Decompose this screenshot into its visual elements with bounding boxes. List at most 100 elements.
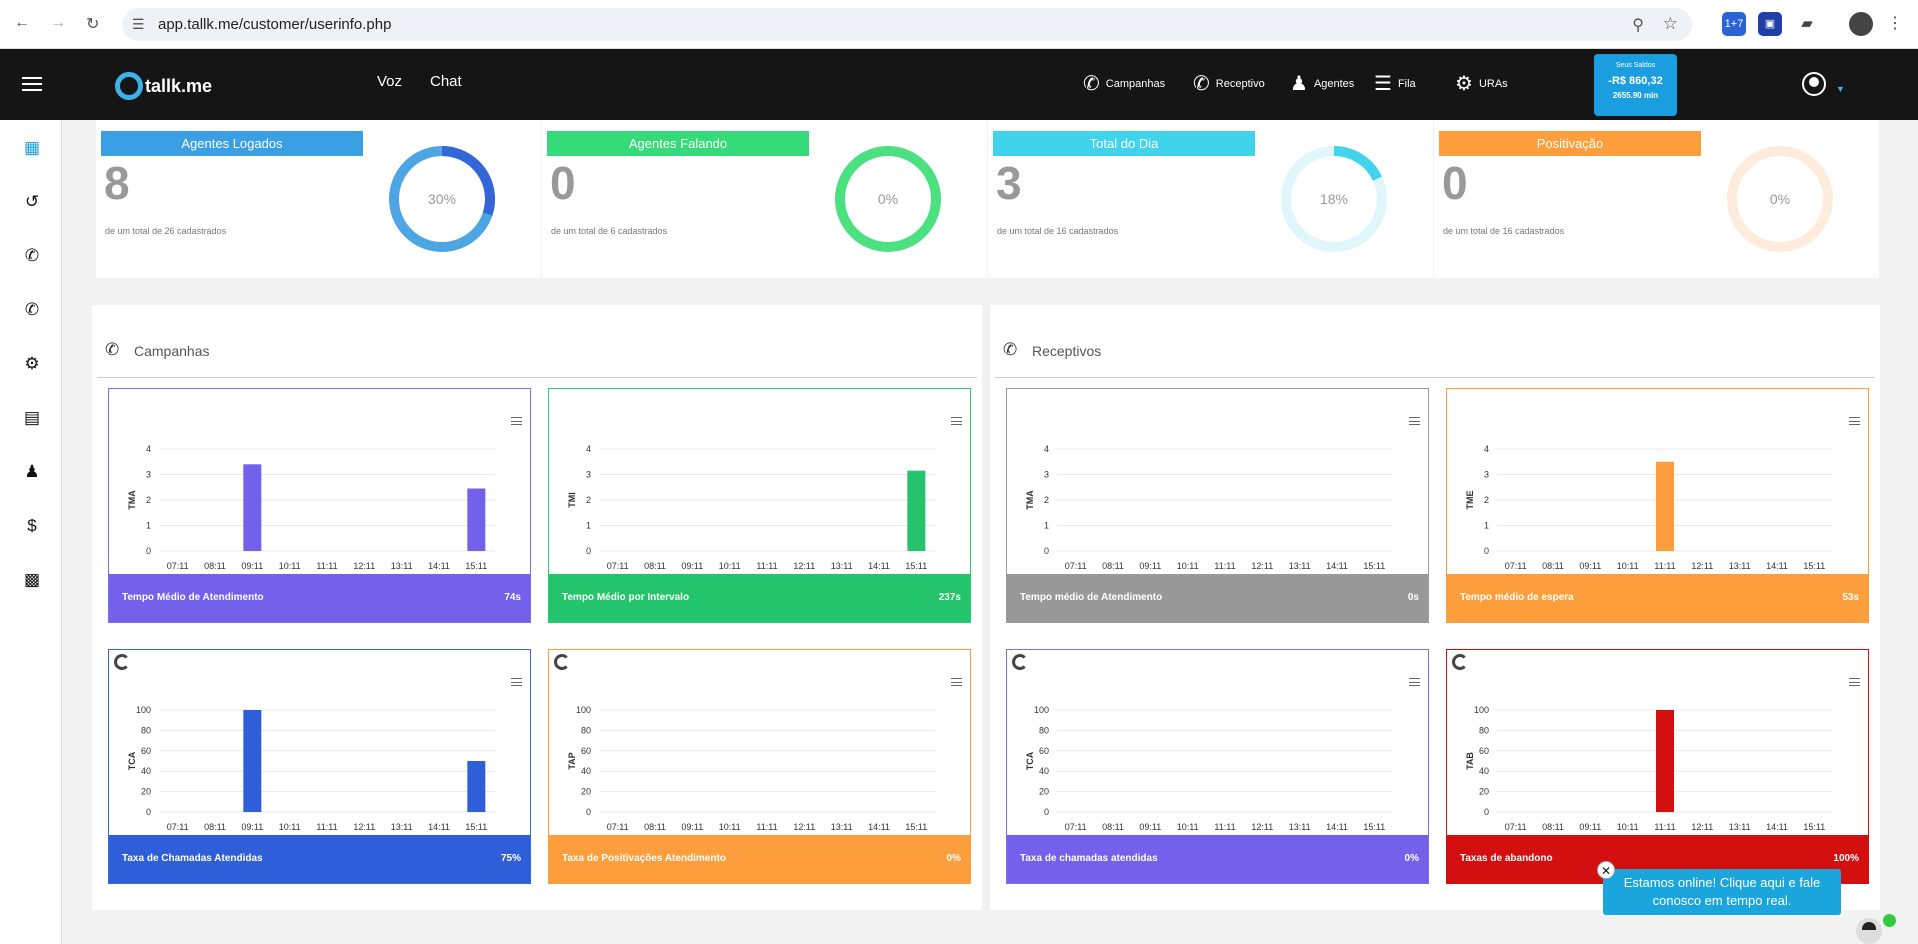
y-tick-label: 40	[1039, 766, 1049, 776]
chat-close-icon[interactable]: ✕	[1597, 861, 1615, 879]
menu-fila[interactable]: ☰ Fila	[1374, 73, 1416, 95]
x-tick-label: 13:11	[1289, 561, 1311, 571]
y-tick-label: 0	[1484, 546, 1489, 556]
x-tick-label: 09:11	[681, 822, 703, 832]
chart-footer-label: Tempo médio de Atendimento	[1020, 592, 1163, 603]
refresh-icon[interactable]	[114, 654, 130, 670]
x-tick-label: 09:11	[241, 561, 263, 571]
y-tick-label: 20	[1479, 787, 1489, 797]
sidebar-gear-icon[interactable]: ⚙	[24, 354, 40, 373]
x-tick-label: 11:11	[316, 822, 337, 832]
chart-menu-icon[interactable]	[511, 678, 522, 686]
sidebar-clipboard-icon[interactable]: ▤	[23, 408, 41, 427]
x-tick-label: 08:11	[204, 822, 226, 832]
sidebar: ▦ ↺ ✆ ✆ ⚙ ▤ ♟ $ ▩	[0, 120, 62, 944]
y-tick-label: 0	[586, 546, 591, 556]
user-account-icon[interactable]: ▼	[1802, 72, 1845, 96]
x-tick-label: 15:11	[905, 822, 927, 832]
chart-footer-value: 0s	[1407, 592, 1419, 603]
chart-menu-icon[interactable]	[511, 417, 522, 425]
chart-menu-icon[interactable]	[951, 678, 962, 686]
y-tick-label: 2	[146, 495, 151, 505]
chat-widget-bubble[interactable]: Estamos online! Clique aqui e fale conos…	[1603, 869, 1841, 915]
hamburger-menu-icon[interactable]	[22, 77, 42, 91]
bar[interactable]	[467, 488, 486, 551]
menu-agentes[interactable]: ♟ Agentes	[1290, 73, 1355, 95]
extension-badge-icon[interactable]: 1+7	[1722, 12, 1746, 36]
extensions-puzzle-icon[interactable]: ▰	[1795, 12, 1819, 36]
y-tick-label: 80	[141, 725, 151, 735]
chart-menu-icon[interactable]	[1409, 678, 1420, 686]
sidebar-report-icon[interactable]: ▩	[23, 570, 41, 589]
bar[interactable]	[1656, 710, 1674, 812]
refresh-icon[interactable]	[1452, 654, 1468, 670]
y-tick-label: 40	[581, 766, 591, 776]
bookmark-star-icon[interactable]: ☆	[1662, 14, 1678, 33]
extension-icon[interactable]: ▣	[1758, 12, 1782, 36]
chart-menu-icon[interactable]	[1849, 417, 1860, 425]
panel-header: ✆ Receptivos	[995, 318, 1875, 378]
profile-avatar[interactable]	[1849, 12, 1873, 36]
chart-footer: Tempo médio de espera 53s	[1447, 574, 1868, 622]
panel-title: Campanhas	[134, 343, 210, 359]
balance-card[interactable]: Seus Saldos -R$ 860,32 2655.90 min	[1594, 54, 1677, 116]
chart-menu-icon[interactable]	[951, 417, 962, 425]
chart-footer-value: 74s	[504, 592, 521, 603]
bar[interactable]	[1656, 461, 1674, 551]
site-settings-icon[interactable]: ☰	[132, 16, 145, 32]
stat-card-title: Positivação	[1439, 131, 1701, 156]
menu-receptivo[interactable]: ✆ Receptivo	[1193, 73, 1265, 95]
forward-icon[interactable]: →	[50, 14, 66, 31]
y-tick-label: 20	[581, 787, 591, 797]
bar-chart-card: 0 1 2 3 4 07:11 08:11 09:11 10:11 11:11 12:11 13:11…	[1446, 388, 1869, 623]
x-tick-label: 10:11	[279, 822, 301, 832]
chat-agent-avatar[interactable]	[1856, 918, 1882, 944]
bar[interactable]	[243, 710, 262, 812]
bar[interactable]	[907, 470, 926, 551]
x-tick-label: 15:11	[1363, 561, 1385, 571]
sidebar-phone-incoming-icon[interactable]: ✆	[24, 300, 40, 319]
address-bar[interactable]: ☰ app.tallk.me/customer/userinfo.php ⚲ ☆	[122, 8, 1692, 41]
menu-uras[interactable]: ⚙ URAs	[1455, 73, 1508, 95]
stat-value: 8	[104, 157, 130, 209]
bar[interactable]	[467, 761, 486, 812]
y-axis-label: TME	[1465, 491, 1475, 510]
sidebar-dollar-icon[interactable]: $	[27, 516, 37, 535]
x-tick-label: 07:11	[167, 561, 189, 571]
x-tick-label: 13:11	[391, 561, 413, 571]
bar[interactable]	[243, 464, 262, 551]
x-tick-label: 15:11	[1803, 561, 1825, 571]
stat-subtitle: de um total de 26 cadastrados	[105, 226, 227, 236]
phone-incoming-icon: ✆	[1003, 340, 1018, 359]
y-tick-label: 3	[1044, 470, 1049, 480]
chevron-down-icon: ▼	[1836, 84, 1845, 94]
refresh-icon[interactable]	[1012, 654, 1028, 670]
menu-campanhas[interactable]: ✆ Campanhas	[1083, 73, 1166, 95]
tab-voz[interactable]: Voz	[377, 73, 403, 90]
y-tick-label: 80	[1039, 725, 1049, 735]
refresh-icon[interactable]	[554, 654, 570, 670]
x-tick-label: 11:11	[1214, 561, 1235, 571]
y-tick-label: 60	[1039, 746, 1049, 756]
x-tick-label: 13:11	[831, 822, 853, 832]
zoom-icon[interactable]: ⚲	[1632, 17, 1644, 34]
sidebar-phone-outgoing-icon[interactable]: ✆	[24, 246, 40, 265]
y-tick-label: 80	[1479, 725, 1489, 735]
stat-card: Agentes Logados 8 de um total de 26 cadast…	[96, 120, 541, 278]
x-tick-label: 13:11	[1289, 822, 1311, 832]
tab-chat[interactable]: Chat	[430, 73, 462, 90]
chart-menu-icon[interactable]	[1409, 417, 1420, 425]
chart-menu-icon[interactable]	[1849, 678, 1860, 686]
y-tick-label: 1	[1484, 521, 1489, 531]
x-tick-label: 07:11	[607, 822, 629, 832]
reload-icon[interactable]: ↻	[86, 16, 100, 33]
browser-menu-icon[interactable]: ⋮	[1883, 12, 1907, 36]
sidebar-history-icon[interactable]: ↺	[24, 192, 40, 211]
sidebar-users-icon[interactable]: ♟	[24, 462, 40, 481]
sidebar-dashboard-icon[interactable]: ▦	[23, 138, 41, 157]
back-icon[interactable]: ←	[14, 14, 30, 31]
chart-footer-value: 53s	[1842, 592, 1859, 603]
logo[interactable]: tallk.me	[115, 72, 212, 100]
chart-footer-label: Taxa de Chamadas Atendidas	[122, 853, 263, 864]
x-tick-label: 07:11	[1505, 561, 1527, 571]
